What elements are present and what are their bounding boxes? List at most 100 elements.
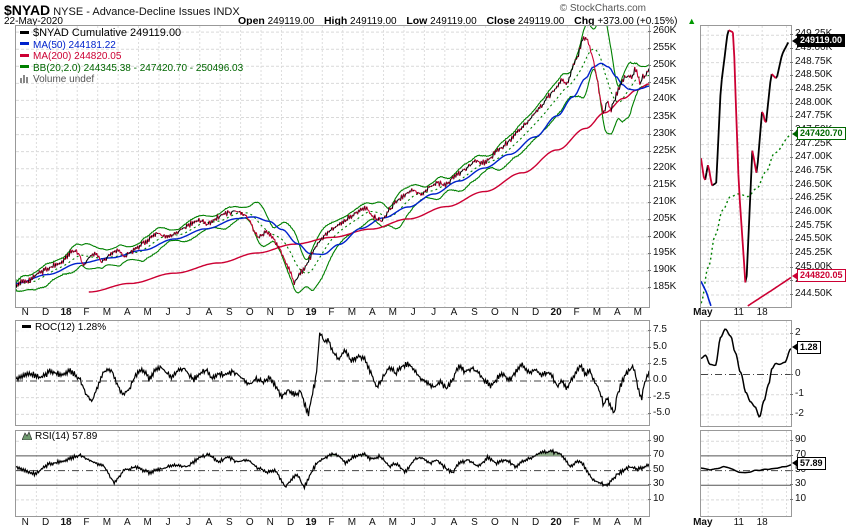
change-up-arrow-icon: ▲ xyxy=(687,16,697,26)
chg-value: +373.00 (+0.15%) xyxy=(597,16,678,27)
x-axis-month-label: N xyxy=(511,307,519,318)
y-axis-label: 70 xyxy=(653,448,665,460)
inset-x-axis-label: 18 xyxy=(756,307,768,318)
zoom-inset-rsi-panel xyxy=(700,430,792,517)
y-axis-label: 90 xyxy=(795,434,807,446)
y-axis-tick xyxy=(648,440,651,442)
y-axis-tick xyxy=(790,129,793,131)
x-axis-month-label: F xyxy=(83,517,90,528)
x-axis-month-label: A xyxy=(450,517,458,528)
roc-label-text: ROC(12) 1.28% xyxy=(35,322,107,333)
value-callout-1.28: 1.28 xyxy=(792,340,821,354)
y-axis-tick xyxy=(648,270,651,272)
x-axis-month-label: 18 xyxy=(60,517,72,528)
y-axis-tick xyxy=(790,293,793,295)
symbol-label: $NYAD xyxy=(4,2,51,18)
y-axis-tick xyxy=(790,211,793,213)
y-axis-label: -2 xyxy=(795,407,804,419)
x-axis-month-label: N xyxy=(266,517,274,528)
y-axis-label: 215K xyxy=(653,178,677,190)
y-axis-label: 225K xyxy=(653,144,677,156)
y-axis-label: 240K xyxy=(653,93,677,105)
ma200-dash-icon xyxy=(20,53,29,57)
x-axis-month-label: D xyxy=(287,307,295,318)
y-axis-tick xyxy=(790,157,793,159)
y-axis-tick xyxy=(648,116,651,118)
y-axis-label: 248.50K xyxy=(795,69,833,81)
y-axis-label: 247.75K xyxy=(795,110,833,122)
y-axis-label: 230K xyxy=(653,127,677,139)
main-price-panel xyxy=(15,25,650,308)
x-axis-month-label: D xyxy=(41,307,50,318)
x-axis-month-label: M xyxy=(347,517,357,528)
y-axis-tick xyxy=(648,498,651,500)
x-axis-month-label: J xyxy=(186,307,192,318)
x-axis-month-label: A xyxy=(368,517,376,528)
y-axis-tick xyxy=(648,218,651,220)
x-axis-month-label: A xyxy=(123,517,131,528)
y-axis-tick xyxy=(648,330,651,331)
y-axis-label: 2 xyxy=(795,327,801,339)
y-axis-label: 244.50K xyxy=(795,287,833,299)
y-axis-label: 10 xyxy=(653,492,665,504)
value-callout-249119.00: 249119.00 xyxy=(791,34,846,48)
x-axis-month-label: F xyxy=(83,307,90,318)
symbol-description: NYSE - Advance-Decline Issues INDX xyxy=(53,6,240,18)
y-axis-tick xyxy=(648,287,651,289)
x-axis-month-label: J xyxy=(186,517,192,528)
zoom-inset-price-panel xyxy=(700,25,792,308)
x-axis-month-label: 19 xyxy=(305,517,317,528)
y-axis-tick xyxy=(790,498,793,500)
y-axis-label: 0.0 xyxy=(653,374,667,385)
y-axis-label: 30 xyxy=(653,478,665,490)
y-axis-tick xyxy=(790,88,793,90)
x-axis-month-label: A xyxy=(205,517,213,528)
y-axis-tick xyxy=(790,393,793,395)
y-axis-label: 246.00K xyxy=(795,205,833,217)
x-axis-month-label: 20 xyxy=(550,517,562,528)
x-axis-month-label: M xyxy=(143,517,152,528)
y-axis-label: 245K xyxy=(653,76,677,88)
legend-ma200: MA(200) 244820.05 xyxy=(33,51,122,62)
y-axis-tick xyxy=(648,346,651,348)
y-axis-label: 247.00K xyxy=(795,151,833,163)
x-axis-month-label: M xyxy=(388,517,397,528)
x-axis-month-label: J xyxy=(431,517,437,528)
inset-x-axis-label: May xyxy=(693,307,713,318)
x-axis-month-label: M xyxy=(388,307,397,318)
x-axis-month-label: 18 xyxy=(60,307,72,318)
y-axis-tick xyxy=(790,266,793,268)
x-axis-month-label: S xyxy=(226,517,233,528)
y-axis-tick xyxy=(790,47,793,49)
y-axis-tick xyxy=(648,363,651,365)
y-axis-tick xyxy=(648,150,651,152)
y-axis-tick xyxy=(648,396,651,398)
legend-volume: Volume undef xyxy=(33,74,95,85)
y-axis-tick xyxy=(648,31,651,33)
chart-title: $NYAD NYSE - Advance-Decline Issues INDX xyxy=(4,2,240,18)
x-axis-month-label: M xyxy=(347,307,357,318)
x-axis-month-label: N xyxy=(266,307,274,318)
x-axis-month-label: A xyxy=(614,307,621,318)
x-axis-month-label: D xyxy=(287,517,295,528)
copyright-label: © StockCharts.com xyxy=(559,3,646,14)
y-axis-label: 7.5 xyxy=(653,324,667,335)
y-axis-tick xyxy=(648,454,651,456)
y-axis-label: -2.5 xyxy=(653,390,671,402)
x-axis-month-label: A xyxy=(450,307,458,318)
x-axis-month-label: F xyxy=(573,307,580,318)
ohlc-row: Open 249119.00 High 249119.00 Low 249119… xyxy=(238,15,696,27)
y-axis-tick xyxy=(790,116,793,118)
y-axis-tick xyxy=(790,239,793,241)
y-axis-label: 50 xyxy=(653,463,665,475)
y-axis-label: 70 xyxy=(795,448,807,460)
inset-x-axis-label: 18 xyxy=(756,517,768,528)
y-axis-tick xyxy=(790,102,793,104)
y-axis-label: 250K xyxy=(653,59,677,71)
y-axis-label: 235K xyxy=(653,110,677,122)
x-axis-month-label: O xyxy=(245,517,254,528)
ma50-dash-icon xyxy=(20,42,29,46)
x-axis-month-label: S xyxy=(226,307,233,318)
y-axis-tick xyxy=(648,82,651,84)
